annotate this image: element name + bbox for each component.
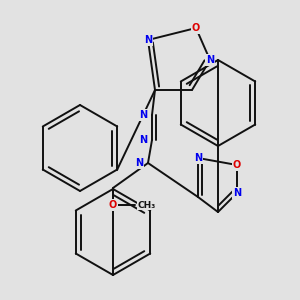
Text: N: N (233, 188, 241, 198)
Text: N: N (194, 153, 202, 163)
Text: O: O (233, 160, 241, 170)
Text: N: N (206, 55, 214, 65)
Text: N: N (139, 135, 147, 145)
Text: N: N (144, 35, 152, 45)
Text: N: N (139, 110, 147, 120)
Text: O: O (109, 200, 117, 210)
Text: N: N (135, 158, 143, 168)
Text: CH₃: CH₃ (137, 200, 155, 209)
Text: O: O (192, 23, 200, 33)
